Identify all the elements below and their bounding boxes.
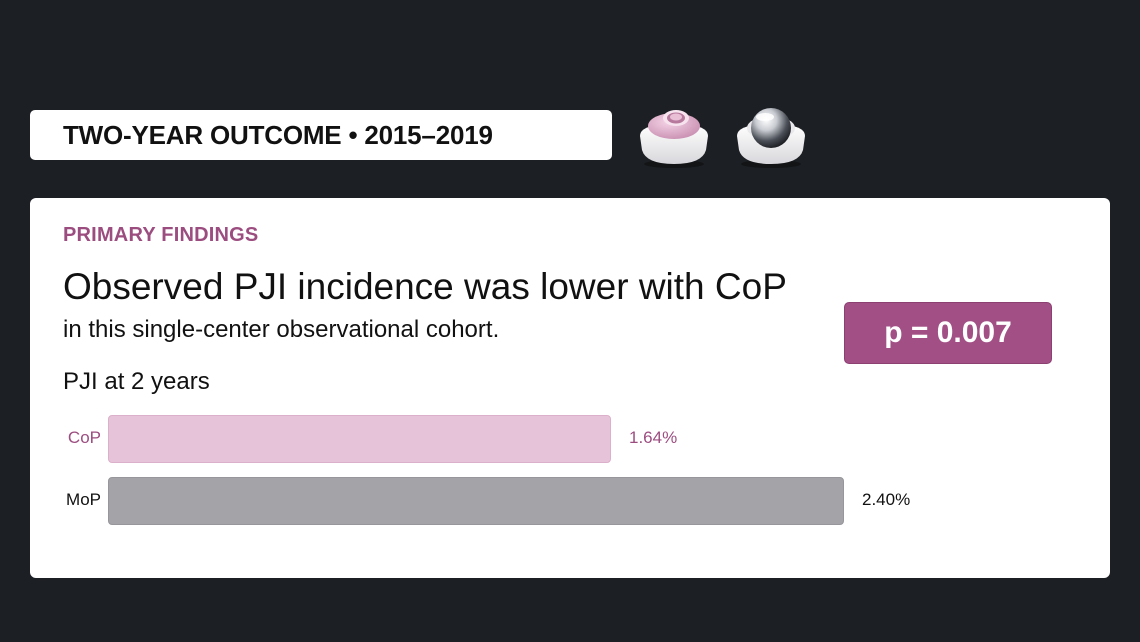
bar-value-label: 1.64% — [629, 428, 678, 447]
outcome-title: TWO-YEAR OUTCOME • 2015–2019 — [30, 110, 612, 160]
metal-on-polyethylene-implant-icon — [737, 108, 805, 168]
bar-mop — [108, 477, 844, 525]
bar-category-label: MoP — [66, 490, 101, 509]
findings-card: PRIMARY FINDINGS Observed PJI incidence … — [30, 198, 1110, 578]
ceramic-on-polyethylene-implant-icon — [640, 110, 708, 168]
section-kicker: PRIMARY FINDINGS — [63, 224, 259, 246]
subheadline: in this single-center observational coho… — [63, 316, 500, 343]
bar-category-label: CoP — [67, 428, 101, 447]
p-value-badge: p = 0.007 — [844, 302, 1052, 364]
bar-value-label: 2.40% — [862, 490, 911, 509]
chart-title: PJI at 2 years — [63, 368, 210, 395]
headline: Observed PJI incidence was lower with Co… — [63, 266, 787, 307]
bar-cop — [108, 415, 611, 463]
